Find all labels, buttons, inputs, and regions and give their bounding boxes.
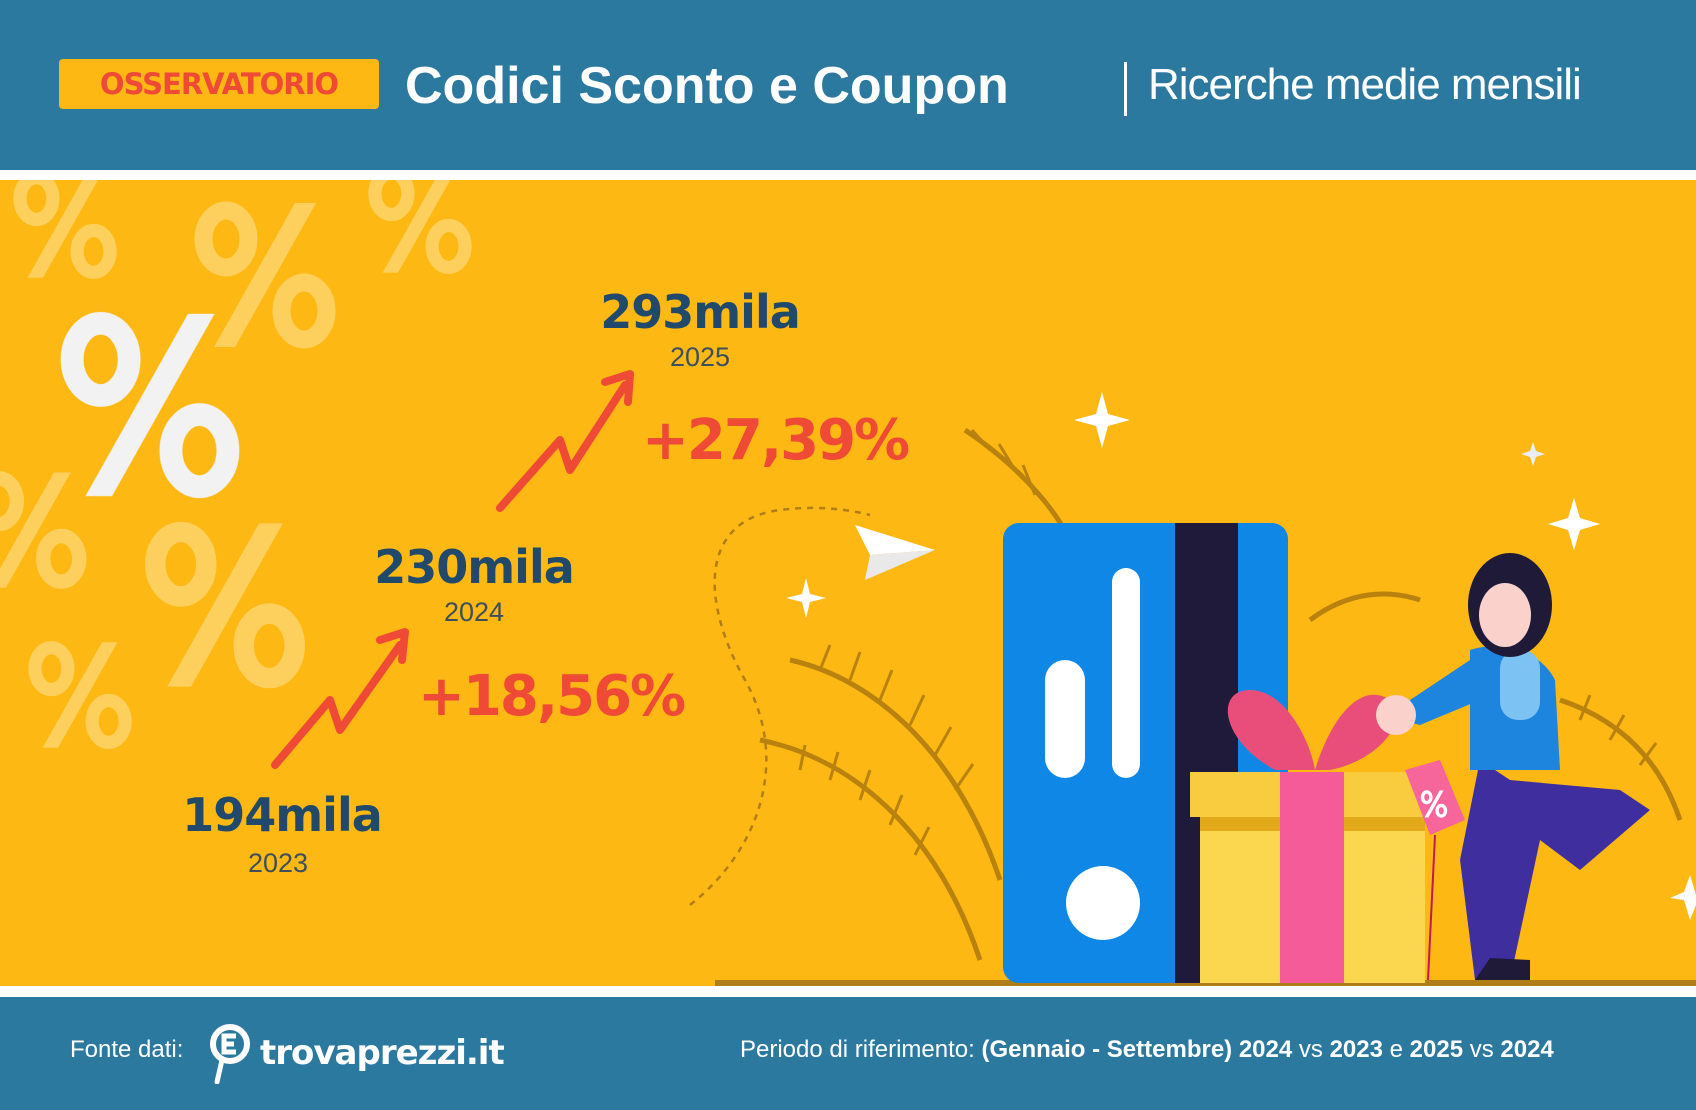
- discount-tag-icon: [1405, 760, 1465, 981]
- gift-box-icon: [1190, 690, 1435, 983]
- stat-value-2023: 194mila: [182, 788, 383, 842]
- trovaprezzi-logo[interactable]: trovaprezzi.it: [208, 1022, 505, 1084]
- stat-value-2025: 293mila: [600, 285, 801, 339]
- observatory-badge: OSSERVATORIO: [59, 59, 379, 109]
- stat-change-2025: +27,39%: [642, 408, 910, 473]
- dashed-path: [689, 506, 871, 906]
- period-year: 2024: [1238, 1036, 1293, 1063]
- footer: [0, 997, 1696, 1110]
- logo-text: trovaprezzi.it: [260, 1033, 505, 1073]
- source-label: Fonte dati:: [70, 1036, 184, 1063]
- title-divider: [1124, 62, 1127, 116]
- period-year: 2024: [1500, 1036, 1554, 1063]
- and-text: e: [1389, 1036, 1403, 1063]
- magnifier-euro-icon: [210, 1024, 250, 1084]
- stat-year-2023: 2023: [247, 848, 309, 878]
- stat-year-2025: 2025: [669, 342, 731, 372]
- vs-text: vs: [1298, 1036, 1323, 1063]
- percent-icon: [72, 314, 228, 496]
- stat-value-2024: 230mila: [374, 540, 575, 594]
- woman-figure: [1376, 553, 1650, 980]
- trend-arrow-icon: [271, 370, 634, 769]
- period-year: 2023: [1329, 1036, 1383, 1063]
- period-range: (Gennaio - Settembre): [981, 1036, 1233, 1063]
- vs-text: vs: [1469, 1036, 1494, 1063]
- paper-plane-icon: [855, 525, 935, 580]
- page-title: Codici Sconto e Coupon: [405, 57, 1009, 115]
- reference-period: Periodo di riferimento: (Gennaio - Sette…: [740, 1036, 1554, 1064]
- page-subtitle: Ricerche medie mensili: [1148, 60, 1582, 109]
- period-year: 2025: [1409, 1036, 1464, 1063]
- period-label: Periodo di riferimento:: [740, 1036, 975, 1063]
- stat-change-2024: +18,56%: [418, 664, 686, 729]
- palm-leaflets: [798, 428, 1658, 856]
- sparkle-icon: [786, 392, 1696, 920]
- stat-year-2024: 2024: [443, 597, 505, 627]
